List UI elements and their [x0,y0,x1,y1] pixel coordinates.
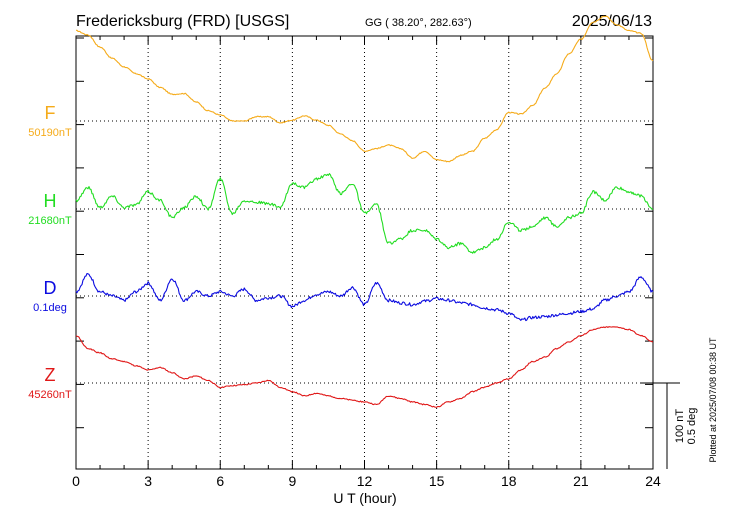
plotted-timestamp: Plotted at 2025/07/08 00:38 UT [708,337,718,463]
component-label-d: D [44,278,57,298]
scale-bar: 100 nT 0.5 deg [640,382,698,469]
series-line-d [75,272,654,322]
x-tick-label: 24 [645,473,661,489]
series-lines [75,15,654,408]
scale-bar-deg-label: 0.5 deg [686,408,698,445]
x-axis-label: U T (hour) [333,490,396,506]
component-labels: F 50190nT H 21680nT D 0.1deg Z 45260nT [28,103,72,401]
x-tick-label: 3 [144,473,152,489]
component-label-h: H [44,191,57,211]
x-tick-label: 0 [72,473,80,489]
x-tick-labels: 0 3 6 9 12 15 18 21 24 [72,473,661,489]
series-line-h [75,173,654,254]
series-line-f [76,15,654,163]
x-tick-label: 6 [216,473,224,489]
x-tick-label: 9 [288,473,296,489]
station-title: Fredericksburg (FRD) [USGS] [76,13,289,30]
scale-bar-nt-label: 100 nT [674,409,686,444]
x-tick-label: 18 [501,473,517,489]
grid-lines [76,36,653,469]
baseline-label-d: 0.1deg [33,302,67,314]
component-label-z: Z [45,365,56,385]
component-label-f: F [45,103,56,123]
axis-ticks [75,36,654,469]
x-tick-label: 21 [573,473,589,489]
baseline-label-f: 50190nT [28,127,72,139]
baseline-label-z: 45260nT [28,389,72,401]
baseline-label-h: 21680nT [28,215,72,227]
x-tick-label: 15 [429,473,445,489]
series-line-z [75,326,654,408]
coordinates-label: GG ( 38.20°, 282.63°) [365,17,472,29]
x-tick-label: 12 [357,473,373,489]
